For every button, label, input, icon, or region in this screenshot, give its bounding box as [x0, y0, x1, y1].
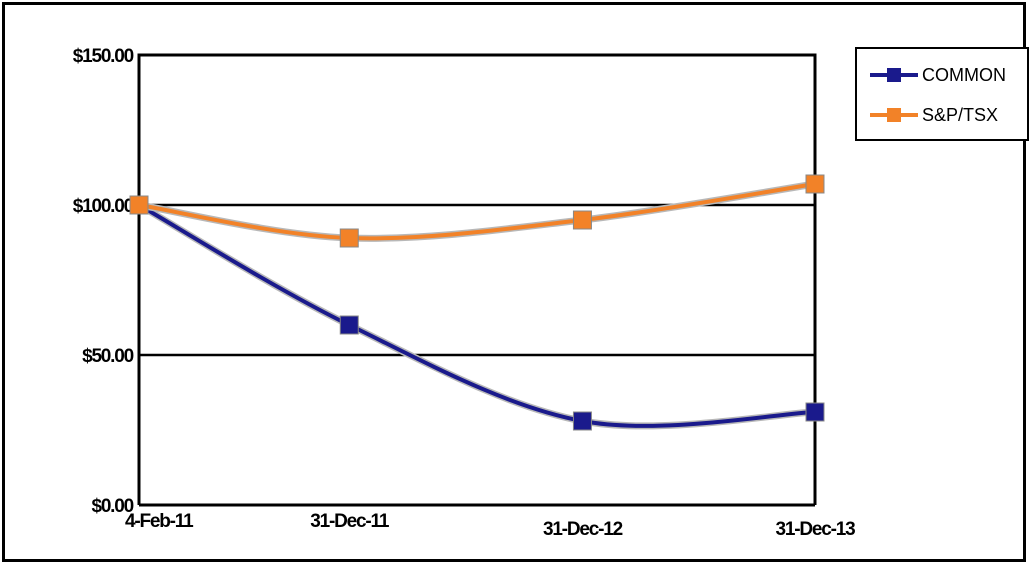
s-p-tsx-point	[572, 210, 592, 230]
gridlines	[139, 203, 815, 507]
x-tick-label: 4-Feb-11	[125, 511, 194, 532]
common-legend-marker	[887, 68, 901, 82]
s-p-tsx-point	[805, 174, 825, 194]
common-legend-label: COMMON	[922, 65, 1006, 85]
common-point	[339, 315, 359, 335]
common-line	[138, 203, 816, 428]
x-tick-label: 31-Dec-11	[310, 511, 390, 532]
s-p-tsx-legend-label: S&P/TSX	[922, 105, 998, 125]
x-tick-label: 31-Dec-12	[543, 519, 623, 540]
line-chart: $0.00 $50.00 $100.00 $150.00 4-Feb-11 31-Dec…	[73, 46, 1029, 540]
common-line-shadow	[137, 201, 816, 430]
s-p-tsx-point	[339, 228, 359, 248]
x-tick-labels: 4-Feb-11 31-Dec-11 31-Dec-12 31-Dec-13	[125, 511, 856, 540]
y-tick-label: $100.00	[73, 196, 134, 217]
common-point	[805, 402, 825, 422]
legend-box	[855, 47, 1029, 141]
s-p-tsx-legend-marker	[887, 108, 901, 122]
s-p-tsx-point	[129, 195, 149, 215]
y-tick-label: $150.00	[73, 46, 134, 67]
y-tick-labels: $0.00 $50.00 $100.00 $150.00	[73, 46, 135, 517]
y-tick-label: $50.00	[82, 346, 134, 367]
y-tick-label: $0.00	[91, 496, 133, 517]
plot-area-border	[137, 53, 817, 505]
x-tick-label: 31-Dec-13	[776, 519, 856, 540]
s-p-tsx-line	[138, 182, 816, 241]
series-lines	[129, 174, 825, 431]
axes	[137, 53, 817, 505]
common-point	[572, 411, 592, 431]
legend: COMMON S&P/TSX	[855, 47, 1029, 141]
